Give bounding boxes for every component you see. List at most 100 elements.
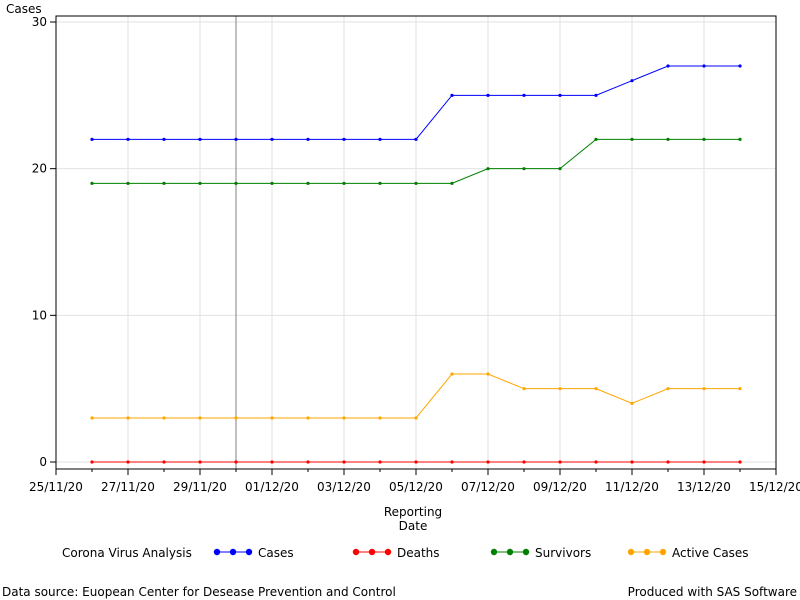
data-point-cases [666,64,670,68]
data-point-survivors [378,181,382,185]
data-point-active-cases [738,387,742,391]
data-point-cases [162,137,166,141]
data-point-cases [558,93,562,97]
data-point-survivors [198,181,202,185]
data-point-cases [486,93,490,97]
series-active-cases [90,372,742,420]
data-point-survivors [558,167,562,171]
data-point-survivors [90,181,94,185]
data-point-deaths [450,460,454,464]
axes: 0 10 20 30 25/11/20 27/11/20 29/11/20 01/12/20 0… [29,15,800,494]
data-point-active-cases [702,387,706,391]
legend-label: Cases [258,546,294,560]
data-point-active-cases [414,416,418,420]
data-point-deaths [126,460,130,464]
data-point-deaths [630,460,634,464]
legend-swatch-marker [522,548,530,556]
y-axis-label: Cases [6,2,42,16]
legend-swatch-marker [229,548,237,556]
data-point-survivors [450,181,454,185]
data-point-deaths [162,460,166,464]
data-point-survivors [270,181,274,185]
x-tick-label: 01/12/20 [245,480,299,494]
legend-swatch-marker [506,548,514,556]
data-point-cases [630,79,634,83]
data-point-deaths [522,460,526,464]
data-point-deaths [378,460,382,464]
series-cases [90,64,742,141]
data-point-deaths [414,460,418,464]
data-point-survivors [414,181,418,185]
data-point-cases [198,137,202,141]
x-tick-label: 05/12/20 [389,480,443,494]
data-point-deaths [738,460,742,464]
y-tick-label: 0 [39,455,47,469]
legend-swatch-marker [368,548,376,556]
legend-item-deaths: Deaths [352,546,440,560]
data-point-active-cases [450,372,454,376]
legend-item-active-cases: Active Cases [627,546,749,560]
data-point-deaths [702,460,706,464]
data-point-cases [378,137,382,141]
data-point-active-cases [630,401,634,405]
x-axis-label-line2: Date [399,519,428,533]
legend-swatch-marker [627,548,635,556]
data-point-deaths [486,460,490,464]
x-tick-label: 03/12/20 [317,480,371,494]
y-tick-label: 10 [32,308,47,322]
data-point-survivors [162,181,166,185]
data-point-survivors [702,137,706,141]
data-point-survivors [630,137,634,141]
legend-title: Corona Virus Analysis [62,546,192,560]
legend-item-survivors: Survivors [490,546,591,560]
x-tick-label: 29/11/20 [173,480,227,494]
data-point-active-cases [486,372,490,376]
data-point-active-cases [558,387,562,391]
data-point-active-cases [306,416,310,420]
data-point-cases [414,137,418,141]
data-point-deaths [198,460,202,464]
legend-item-cases: Cases [213,546,294,560]
data-point-cases [702,64,706,68]
data-point-cases [450,93,454,97]
data-point-cases [342,137,346,141]
data-point-cases [234,137,238,141]
data-point-cases [90,137,94,141]
produced-with-note: Produced with SAS Software [628,585,797,599]
x-tick-label: 07/12/20 [461,480,515,494]
data-point-survivors [594,137,598,141]
data-point-active-cases [522,387,526,391]
data-point-cases [126,137,130,141]
data-point-cases [522,93,526,97]
data-point-deaths [90,460,94,464]
data-point-survivors [306,181,310,185]
x-tick-label: 25/11/20 [29,480,83,494]
x-tick-label: 15/12/20 [749,480,800,494]
y-tick-label: 20 [32,162,47,176]
data-point-active-cases [594,387,598,391]
data-point-cases [270,137,274,141]
legend-swatch-marker [213,548,221,556]
data-point-deaths [342,460,346,464]
data-point-deaths [270,460,274,464]
legend: Corona Virus Analysis Cases Deaths Survivo… [62,546,749,560]
data-point-survivors [522,167,526,171]
grid [56,16,776,469]
legend-swatch-marker [659,548,667,556]
data-point-active-cases [234,416,238,420]
data-point-deaths [666,460,670,464]
legend-swatch-marker [384,548,392,556]
data-point-survivors [234,181,238,185]
legend-label: Active Cases [672,546,749,560]
data-point-active-cases [666,387,670,391]
data-point-active-cases [90,416,94,420]
x-tick-label: 13/12/20 [677,480,731,494]
y-tick-label: 30 [32,15,47,29]
legend-swatch-marker [643,548,651,556]
data-point-survivors [666,137,670,141]
data-point-active-cases [126,416,130,420]
x-tick-label: 11/12/20 [605,480,659,494]
data-point-cases [594,93,598,97]
series-deaths [90,460,742,464]
